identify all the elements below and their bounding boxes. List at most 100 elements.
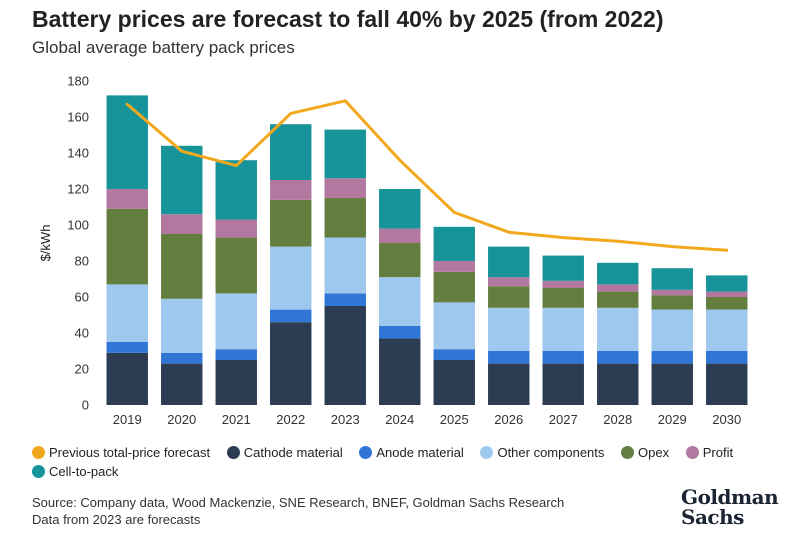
y-tick-label: 100 — [67, 218, 89, 233]
bar-segment — [324, 293, 366, 306]
bar-segment — [488, 351, 530, 364]
bar-segment — [106, 342, 148, 353]
bar-segment — [433, 349, 475, 360]
legend-swatch-opex — [621, 446, 635, 459]
logo-line-1: Goldman — [681, 485, 779, 509]
y-tick-label: 160 — [67, 110, 89, 125]
bar-segment — [597, 291, 639, 308]
legend-item-cell-to-pack: Cell-to-pack — [32, 463, 118, 480]
bar-segment — [597, 351, 639, 364]
bar-segment — [433, 271, 475, 303]
bar-segment — [215, 293, 257, 350]
legend-swatch-profit — [685, 446, 699, 459]
y-tick-label: 0 — [82, 398, 89, 413]
legend-item-anode: Anode material — [359, 444, 464, 461]
x-tick-label: 2019 — [113, 412, 142, 427]
source-text: Source: Company data, Wood Mackenzie, SN… — [32, 495, 565, 510]
bar-segment — [324, 237, 366, 294]
bar-segment — [161, 214, 203, 234]
bar-segment — [597, 307, 639, 351]
bar-segment — [488, 277, 530, 287]
legend-item-cathode: Cathode material — [226, 444, 343, 461]
legend-item-forecast: Previous total-price forecast — [32, 444, 210, 461]
x-tick-label: 2030 — [712, 412, 741, 427]
bar-segment — [324, 178, 366, 198]
bar-segment — [161, 352, 203, 364]
bar-segment — [542, 351, 584, 364]
bar-segment — [161, 145, 203, 215]
bar-segment — [433, 360, 475, 405]
bar-segment — [215, 349, 257, 360]
bar-segment — [379, 243, 421, 278]
bar-segment — [488, 363, 530, 405]
bar-segment — [215, 360, 257, 405]
bar-segment — [379, 277, 421, 326]
bar-segment — [597, 284, 639, 292]
bar-segment — [324, 198, 366, 238]
legend-label-forecast: Previous total-price forecast — [49, 445, 211, 460]
y-tick-label: 60 — [75, 290, 89, 305]
chart-legend: Previous total-price forecast Cathode ma… — [32, 444, 772, 482]
bar-segment — [270, 309, 312, 323]
legend-label-cathode: Cathode material — [243, 445, 343, 460]
bar-segment — [379, 338, 421, 405]
legend-swatch-forecast — [32, 446, 45, 459]
bar-segment — [106, 208, 148, 285]
bar-segment — [488, 246, 530, 278]
bar-segment — [706, 291, 748, 297]
goldman-sachs-logo: Goldman Sachs — [681, 485, 779, 529]
forecast-line — [125, 99, 729, 252]
y-tick-label: 80 — [75, 254, 89, 269]
x-tick-label: 2029 — [658, 412, 687, 427]
bar-segment — [651, 295, 693, 310]
x-tick-label: 2022 — [276, 412, 305, 427]
x-tick-label: 2020 — [167, 412, 196, 427]
x-tick-label: 2023 — [331, 412, 360, 427]
bar-segment — [270, 322, 312, 405]
y-tick-label: 20 — [75, 362, 89, 377]
legend-item-profit: Profit — [685, 444, 734, 461]
x-tick-label: 2026 — [494, 412, 523, 427]
legend-label-opex: Opex — [638, 445, 670, 460]
bar-segment — [324, 306, 366, 405]
bar-segment — [106, 189, 148, 209]
x-tick-label: 2025 — [440, 412, 469, 427]
y-axis-label: $/kWh — [38, 225, 53, 262]
chart-subtitle: Global average battery pack prices — [32, 38, 295, 57]
bar-segment — [542, 255, 584, 281]
bar-segment — [651, 289, 693, 296]
bar-segment — [597, 262, 639, 285]
bar-segment — [161, 363, 203, 405]
bar-segment — [651, 268, 693, 290]
x-tick-label: 2024 — [385, 412, 414, 427]
legend-item-other: Other components — [480, 444, 604, 461]
bar-segment — [379, 228, 421, 243]
bar-segment — [488, 307, 530, 351]
legend-swatch-cathode — [226, 446, 240, 459]
bar-segment — [542, 280, 584, 288]
chart-title: Battery prices are forecast to fall 40% … — [32, 6, 664, 32]
bar-segment — [324, 129, 366, 179]
x-tick-label: 2028 — [603, 412, 632, 427]
legend-label-other: Other components — [497, 445, 605, 460]
source-note: Source: Company data, Wood Mackenzie, SN… — [32, 494, 564, 528]
legend-label-profit: Profit — [702, 445, 734, 460]
bar-segment — [597, 363, 639, 405]
y-tick-label: 140 — [67, 146, 89, 161]
bar-segment — [488, 286, 530, 308]
bar-segment — [161, 234, 203, 299]
bar-segment — [106, 284, 148, 342]
y-tick-label: 180 — [67, 74, 89, 89]
legend-swatch-cell-to-pack — [32, 465, 45, 478]
logo-line-2: Sachs — [681, 505, 744, 529]
legend-label-anode: Anode material — [376, 445, 464, 460]
bar-segment — [542, 307, 584, 351]
legend-swatch-other — [480, 446, 494, 459]
bar-segment — [270, 246, 312, 310]
bar-segment — [215, 237, 257, 294]
forecast-note: Data from 2023 are forecasts — [32, 512, 201, 527]
bar-segment — [433, 226, 475, 261]
bar-segment — [706, 297, 748, 310]
stacked-bar-chart: $/kWh 0 20 40 60 80 100 120 140 160 180 2019 2020 202… — [38, 74, 748, 427]
bar-segment — [106, 352, 148, 405]
